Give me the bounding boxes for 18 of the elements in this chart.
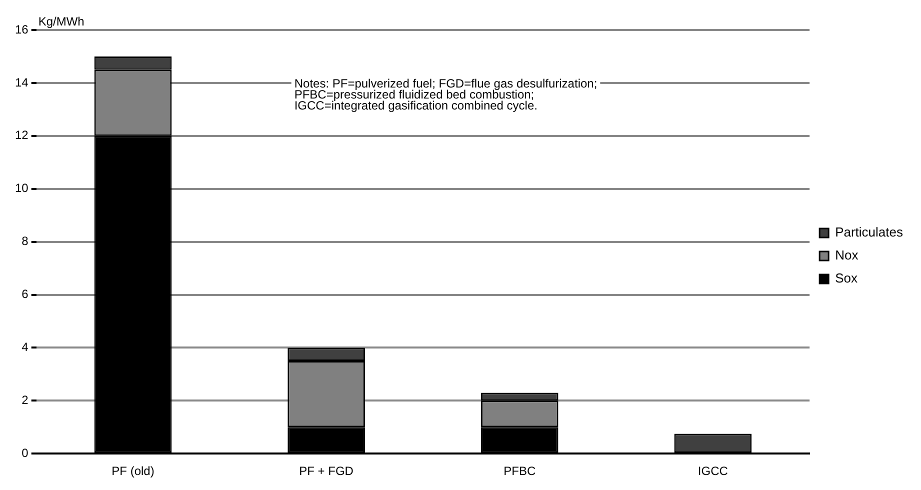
y-tick-label: 14 [14,75,29,90]
y-tick-label: 12 [14,128,29,142]
y-tick-label: 16 [14,22,29,36]
x-tick-label: PF (old) [112,464,154,478]
y-tick-label: 4 [22,340,29,354]
y-tick-label: 0 [22,446,29,460]
y-axis-title: Kg/MWh [38,14,84,28]
x-tick-label: PFBC [504,464,536,478]
legend-label: Nox [835,248,859,263]
legend-label: Sox [835,270,858,286]
y-tick-label: 8 [22,234,29,248]
x-tick-label: IGCC [698,464,728,478]
y-tick-label: 10 [14,181,29,196]
legend-label: Particulates [835,224,904,240]
y-tick-label: 2 [22,392,29,407]
y-tick-label: 6 [22,287,29,302]
x-tick-label: PF + FGD [299,464,354,478]
annotation: Notes: PF=pulverized fuel; FGD=flue gas desulfurization; PFBC=pressurized fluidized bed combustion; IGCC=integrated gasification combined cycle. [294,76,598,112]
